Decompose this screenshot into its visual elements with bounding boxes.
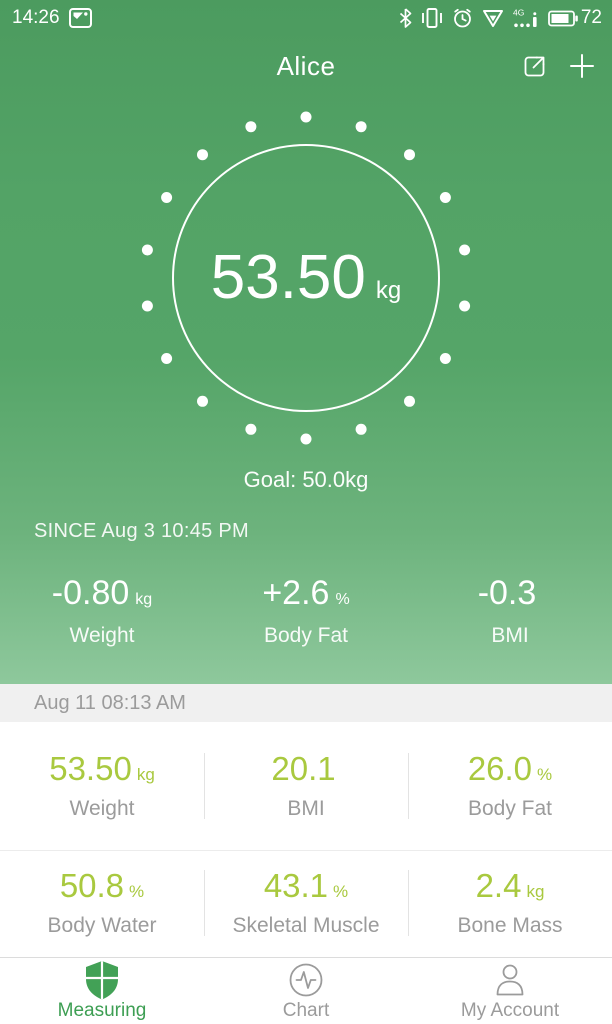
body-fat-unit: % <box>537 764 553 784</box>
weight-value: 53.50 <box>49 749 132 787</box>
measure-bmi: 20.1 BMI <box>204 722 408 850</box>
bmi-label: BMI <box>287 796 325 820</box>
tab-my-account[interactable]: My Account <box>408 958 612 1024</box>
tab-chart[interactable]: Chart <box>204 958 408 1024</box>
add-user-button[interactable] <box>568 52 596 80</box>
since-weight-unit: kg <box>135 591 153 608</box>
since-stats-row: -0.80 kg Weight +2.6 % Body Fat -0.3 BMI <box>0 576 612 648</box>
hero-section: 14:26 <box>0 0 612 684</box>
goal-label: Goal: 50.0kg <box>243 467 369 492</box>
since-stat-bmi: -0.3 BMI <box>408 576 612 648</box>
battery-icon <box>547 10 578 26</box>
since-label: SINCE Aug 3 10:45 PM <box>34 520 250 542</box>
tab-measuring-label: Measuring <box>57 1000 147 1021</box>
body-fat-label: Body Fat <box>467 796 553 820</box>
measure-bone-mass: 2.4 kg Bone Mass <box>408 851 612 955</box>
network-type-label: 4G <box>513 8 524 18</box>
skeletal-muscle-label: Skeletal Muscle <box>232 913 380 937</box>
bottom-tab-bar: Measuring Chart My Account <box>0 957 612 1024</box>
app-header: Alice <box>0 34 612 98</box>
add-icon <box>570 54 594 78</box>
since-bmi-value: -0.3 <box>477 574 537 612</box>
measurement-timestamp: Aug 11 08:13 AM <box>0 684 612 722</box>
measure-skeletal-muscle: 43.1 % Skeletal Muscle <box>204 851 408 955</box>
signal-icon: 4G <box>513 8 537 27</box>
person-icon <box>496 964 524 996</box>
measure-body-water: 50.8 % Body Water <box>0 851 204 955</box>
since-bmi-label: BMI <box>491 624 529 647</box>
body-water-unit: % <box>129 881 145 901</box>
measurement-row: 50.8 % Body Water 43.1 % Skeletal Muscle… <box>0 851 612 955</box>
since-stat-body-fat: +2.6 % Body Fat <box>204 576 408 648</box>
since-body-fat-unit: % <box>335 591 350 608</box>
battery-percent: 72 <box>580 7 602 28</box>
since-body-fat-value: +2.6 <box>262 574 330 612</box>
tab-chart-label: Chart <box>282 1000 330 1021</box>
weight-dial: 53.50 kg <box>130 102 482 454</box>
screenshot-icon <box>68 8 92 28</box>
since-weight-label: Weight <box>69 624 135 647</box>
since-weight-value: -0.80 <box>51 574 130 612</box>
vpn-icon <box>482 9 503 27</box>
tab-measuring[interactable]: Measuring <box>0 958 204 1024</box>
current-weight: 53.50 kg <box>211 247 402 309</box>
page-title: Alice <box>276 50 336 81</box>
measurement-grid: 53.50 kg Weight 20.1 BMI 26.0 % Body Fat <box>0 722 612 955</box>
clock: 14:26 <box>12 7 60 28</box>
measure-weight: 53.50 kg Weight <box>0 722 204 850</box>
share-icon <box>524 56 545 76</box>
skeletal-muscle-unit: % <box>333 881 349 901</box>
weight-unit: kg <box>136 764 155 784</box>
skeletal-muscle-value: 43.1 <box>263 866 329 904</box>
body-water-label: Body Water <box>47 913 157 937</box>
status-bar: 14:26 <box>0 0 612 34</box>
bluetooth-icon <box>399 8 412 28</box>
bmi-value: 20.1 <box>271 749 336 787</box>
vibrate-icon <box>421 8 442 28</box>
dial-ring <box>141 111 471 445</box>
measurement-row: 53.50 kg Weight 20.1 BMI 26.0 % Body Fat <box>0 722 612 851</box>
current-weight-unit: kg <box>375 277 402 304</box>
since-stat-weight: -0.80 kg Weight <box>0 576 204 648</box>
since-body-fat-label: Body Fat <box>263 624 349 647</box>
body-water-value: 50.8 <box>59 866 125 904</box>
bone-mass-label: Bone Mass <box>457 913 563 937</box>
tab-my-account-label: My Account <box>460 1000 560 1021</box>
share-button[interactable] <box>521 53 548 80</box>
shield-icon <box>86 961 118 1000</box>
measure-body-fat: 26.0 % Body Fat <box>408 722 612 850</box>
weight-label: Weight <box>69 796 135 820</box>
bone-mass-value: 2.4 <box>475 866 522 904</box>
body-fat-value: 26.0 <box>467 749 533 787</box>
alarm-icon <box>453 8 471 28</box>
current-weight-value: 53.50 <box>210 243 366 312</box>
dial-dots <box>141 111 471 445</box>
bone-mass-unit: kg <box>526 881 545 901</box>
pulse-icon <box>289 963 323 997</box>
